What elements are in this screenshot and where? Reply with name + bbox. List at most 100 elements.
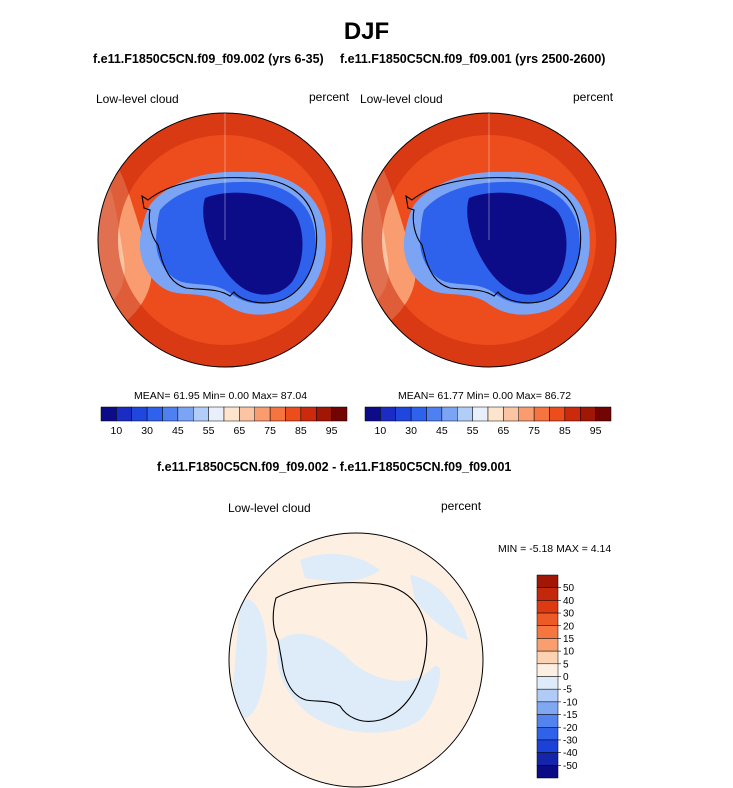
panel-2-colorbar-tick-label: 85 [559, 425, 571, 437]
panel-1-left-label: Low-level cloud [96, 92, 179, 106]
panel-1-colorbar-swatch [131, 406, 148, 422]
panel-2-colorbar-swatch [518, 406, 535, 422]
panel-3-colorbar-swatch [536, 650, 559, 665]
panel-3-colorbar-swatch [536, 701, 559, 715]
panel-3-colorbar-swatch [536, 612, 559, 626]
panel-3-colorbar-swatch [536, 739, 559, 753]
panel-3-map [229, 533, 483, 787]
panel-3-colorbar-tick-label: 15 [563, 634, 575, 645]
panel-1-colorbar-swatch [100, 406, 117, 422]
panel-2-colorbar-swatch [549, 406, 566, 422]
panel-1-colorbar-tick-label: 95 [326, 425, 338, 437]
panel-1-colorbar-swatch [146, 406, 163, 422]
panel-3-colorbar-swatch [536, 574, 559, 588]
panel-2-colorbar-swatch [457, 406, 473, 422]
panel-2-left-label: Low-level cloud [360, 92, 443, 106]
panel-3-colorbar-swatch [536, 638, 559, 652]
panel-2-colorbar-swatch [487, 406, 504, 422]
panel-1-colorbar-tick-label: 45 [172, 425, 184, 437]
panel-3-colorbar-tick-label: 40 [563, 596, 575, 607]
panel-2-colorbar-tick-label: 10 [375, 425, 387, 437]
panel-2-colorbar-swatch [503, 406, 519, 422]
panel-2-colorbar-tick-label: 95 [590, 425, 602, 437]
panel-3-colorbar-tick-label: 10 [563, 647, 575, 658]
panel-3-title: f.e11.F1850C5CN.f09_f09.002 - f.e11.F185… [157, 460, 512, 474]
panel-2-colorbar-swatch [410, 406, 427, 422]
panel-3-colorbar-swatch [536, 625, 559, 639]
panel-2-colorbar: 10 30 45 55 65 75 85 95 [364, 406, 612, 437]
panel-3-colorbar-tick-label: -15 [563, 710, 578, 721]
panel-2-colorbar-tick-label: 45 [436, 425, 448, 437]
panel-2-colorbar-swatch [533, 406, 550, 422]
panel-3-colorbar-tick-label: -20 [563, 723, 578, 734]
panel-3-colorbar-tick-label: 5 [563, 659, 569, 670]
panel-1-right-label: percent [309, 90, 350, 104]
panel-1-colorbar-swatch [162, 406, 179, 422]
panel-3-colorbar-swatch [536, 765, 559, 779]
page-title: DJF [343, 18, 390, 45]
panel-3-colorbar-swatch [536, 727, 559, 741]
panel-1-colorbar-swatch [269, 406, 286, 422]
panel-1-colorbar-swatch [193, 406, 209, 422]
panel-3-negative-patch-east [410, 575, 468, 640]
panel-3-colorbar-tick-label: -50 [563, 761, 578, 772]
panel-3-colorbar-swatch [536, 587, 559, 601]
panel-2-colorbar-swatch [595, 406, 612, 422]
panel-1-colorbar-swatch [116, 406, 132, 422]
panel-3-negative-patch-west [232, 598, 267, 719]
panel-3-colorbar-tick-label: -10 [563, 697, 578, 708]
panel-3-negative-patch-north [300, 553, 380, 582]
panel-2-colorbar-swatch [380, 406, 396, 422]
panel-3-colorbar-swatch [536, 752, 559, 766]
panel-3-colorbar-tick-label: 0 [563, 672, 569, 683]
panel-1-colorbar-swatch [239, 406, 255, 422]
panel-3-colorbar-swatch [536, 676, 559, 690]
panel-3-colorbar-tick-label: 50 [563, 583, 575, 594]
panel-2-colorbar-tick-label: 55 [467, 425, 479, 437]
panel-2-colorbar-swatch [580, 406, 596, 422]
panel-1-plateau [203, 192, 303, 295]
panel-2-colorbar-swatch [395, 406, 412, 422]
panel-2-plateau [467, 192, 567, 295]
panel-1-title: f.e11.F1850C5CN.f09_f09.002 (yrs 6-35) [93, 52, 324, 66]
panel-3-colorbar-tick-label: -40 [563, 748, 578, 759]
panel-3-stats: MIN = -5.18 MAX = 4.14 [498, 543, 612, 555]
panel-2-colorbar-tick-label: 65 [498, 425, 510, 437]
panel-3-colorbar-swatch [536, 688, 559, 703]
panel-1-colorbar-swatch [177, 406, 194, 422]
panel-1-coastline [141, 177, 318, 304]
panel-1-colorbar-swatch [254, 406, 271, 422]
panel-3-negative-patch-south [277, 633, 441, 733]
panel-3-colorbar-swatch [536, 600, 559, 614]
panel-1-colorbar-swatch [223, 406, 240, 422]
panel-2-colorbar-swatch [426, 406, 443, 422]
panel-1-colorbar-swatch [208, 406, 225, 422]
panel-3-left-label: Low-level cloud [228, 501, 311, 515]
panel-1-colorbar-tick-label: 65 [234, 425, 246, 437]
panel-3-coastline [272, 582, 428, 722]
panel-1-colorbar-tick-label: 30 [141, 425, 153, 437]
panel-2-title: f.e11.F1850C5CN.f09_f09.001 (yrs 2500-26… [340, 52, 606, 66]
panel-2-stats: MEAN= 61.77 Min= 0.00 Max= 86.72 [398, 390, 572, 402]
panel-1-colorbar-tick-label: 85 [295, 425, 307, 437]
panel-3-colorbar-swatch [536, 714, 559, 728]
panel-1-colorbar-swatch [316, 406, 332, 422]
panel-1-colorbar-tick-label: 75 [264, 425, 276, 437]
panel-3-frame [228, 532, 484, 788]
panel-1-stats: MEAN= 61.95 Min= 0.00 Max= 87.04 [134, 390, 308, 402]
panel-2-coastline [405, 177, 582, 304]
panel-2-colorbar-tick-label: 75 [528, 425, 540, 437]
panel-1-colorbar-swatch [300, 406, 317, 422]
panel-1-colorbar-swatch [331, 406, 348, 422]
panel-2-right-label: percent [573, 90, 614, 104]
panel-2-colorbar-swatch [472, 406, 489, 422]
panel-2-colorbar-swatch [564, 406, 581, 422]
panel-1-colorbar: 10 30 45 55 65 75 85 95 [100, 406, 348, 437]
panel-3-colorbar-tick-label: 30 [563, 609, 575, 620]
panel-3-colorbar-tick-label: 20 [563, 621, 575, 632]
panel-2-colorbar-swatch [364, 406, 381, 422]
panel-2-colorbar-tick-label: 30 [405, 425, 417, 437]
panel-1-colorbar-tick-label: 55 [203, 425, 215, 437]
